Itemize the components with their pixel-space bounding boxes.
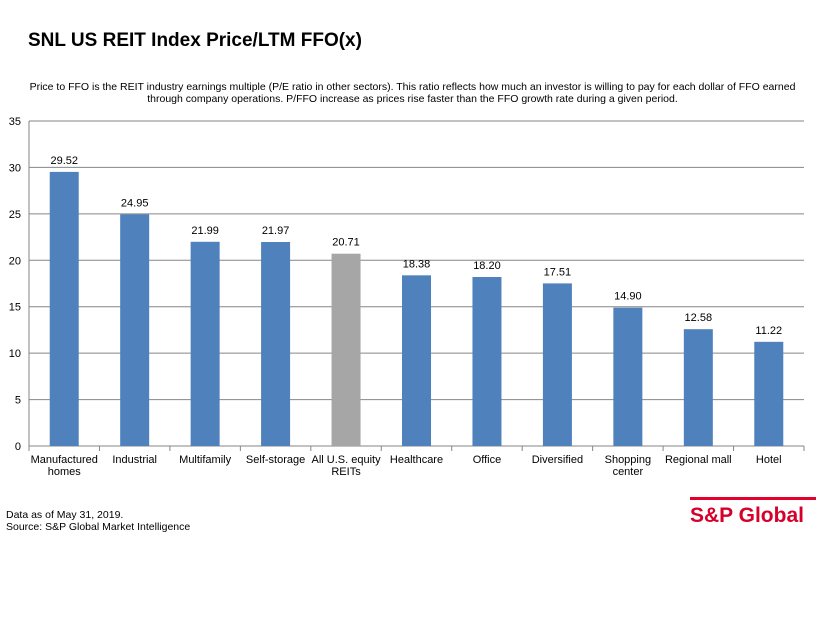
- data-label: 14.90: [614, 291, 642, 303]
- y-tick-label: 30: [9, 162, 21, 174]
- x-tick-label: REITs: [331, 466, 361, 478]
- y-tick-label: 0: [15, 441, 21, 453]
- x-tick-label: Self-storage: [246, 454, 305, 466]
- data-label: 29.52: [50, 155, 78, 167]
- x-tick-label: Shopping: [605, 454, 652, 466]
- x-tick-label: Manufactured: [31, 454, 98, 466]
- bar: [472, 277, 502, 446]
- bar: [613, 307, 643, 446]
- x-tick-label: All U.S. equity: [311, 454, 381, 466]
- logo-bar: [690, 497, 816, 500]
- data-label: 20.71: [332, 237, 360, 249]
- x-tick-label: Office: [473, 454, 502, 466]
- x-tick-label: Multifamily: [179, 454, 231, 466]
- x-tick-label: Healthcare: [390, 454, 443, 466]
- data-label: 12.58: [685, 312, 713, 324]
- data-label: 18.20: [473, 260, 501, 272]
- data-label: 24.95: [121, 197, 149, 209]
- y-tick-label: 10: [9, 348, 21, 360]
- sp-global-logo: S&P Global: [690, 497, 816, 528]
- bar: [402, 275, 431, 446]
- y-tick-label: 15: [9, 302, 21, 314]
- data-label: 21.99: [191, 225, 219, 237]
- y-tick-label: 20: [9, 255, 21, 267]
- data-label: 11.22: [755, 325, 782, 337]
- chart-title: SNL US REIT Index Price/LTM FFO(x): [28, 30, 362, 51]
- data-label: 17.51: [544, 266, 572, 278]
- x-tick-label: Diversified: [532, 454, 583, 466]
- x-tick-label: homes: [48, 466, 82, 478]
- bar: [120, 214, 150, 446]
- data-label: 21.97: [262, 225, 290, 237]
- x-tick-label: Industrial: [112, 454, 157, 466]
- bar: [49, 171, 79, 446]
- logo-text: S&P Global: [690, 504, 804, 527]
- y-tick-label: 25: [9, 209, 21, 221]
- bar: [542, 283, 572, 446]
- x-tick-label: Regional mall: [665, 454, 732, 466]
- x-tick-label: center: [613, 466, 644, 478]
- bar: [754, 341, 784, 446]
- bar: [261, 241, 291, 446]
- data-label: 18.38: [403, 258, 431, 270]
- y-tick-label: 35: [9, 116, 21, 128]
- chart-subtitle: Price to FFO is the REIT industry earnin…: [29, 81, 796, 105]
- y-tick-label: 5: [15, 395, 21, 407]
- x-tick-label: Hotel: [756, 454, 782, 466]
- bar: [190, 241, 220, 446]
- bar: [331, 253, 361, 446]
- bar: [683, 329, 713, 446]
- footnotes: Data as of May 31, 2019. Source: S&P Glo…: [6, 509, 190, 533]
- data-date-note: Data as of May 31, 2019.: [6, 509, 124, 521]
- source-note: Source: S&P Global Market Intelligence: [6, 521, 191, 533]
